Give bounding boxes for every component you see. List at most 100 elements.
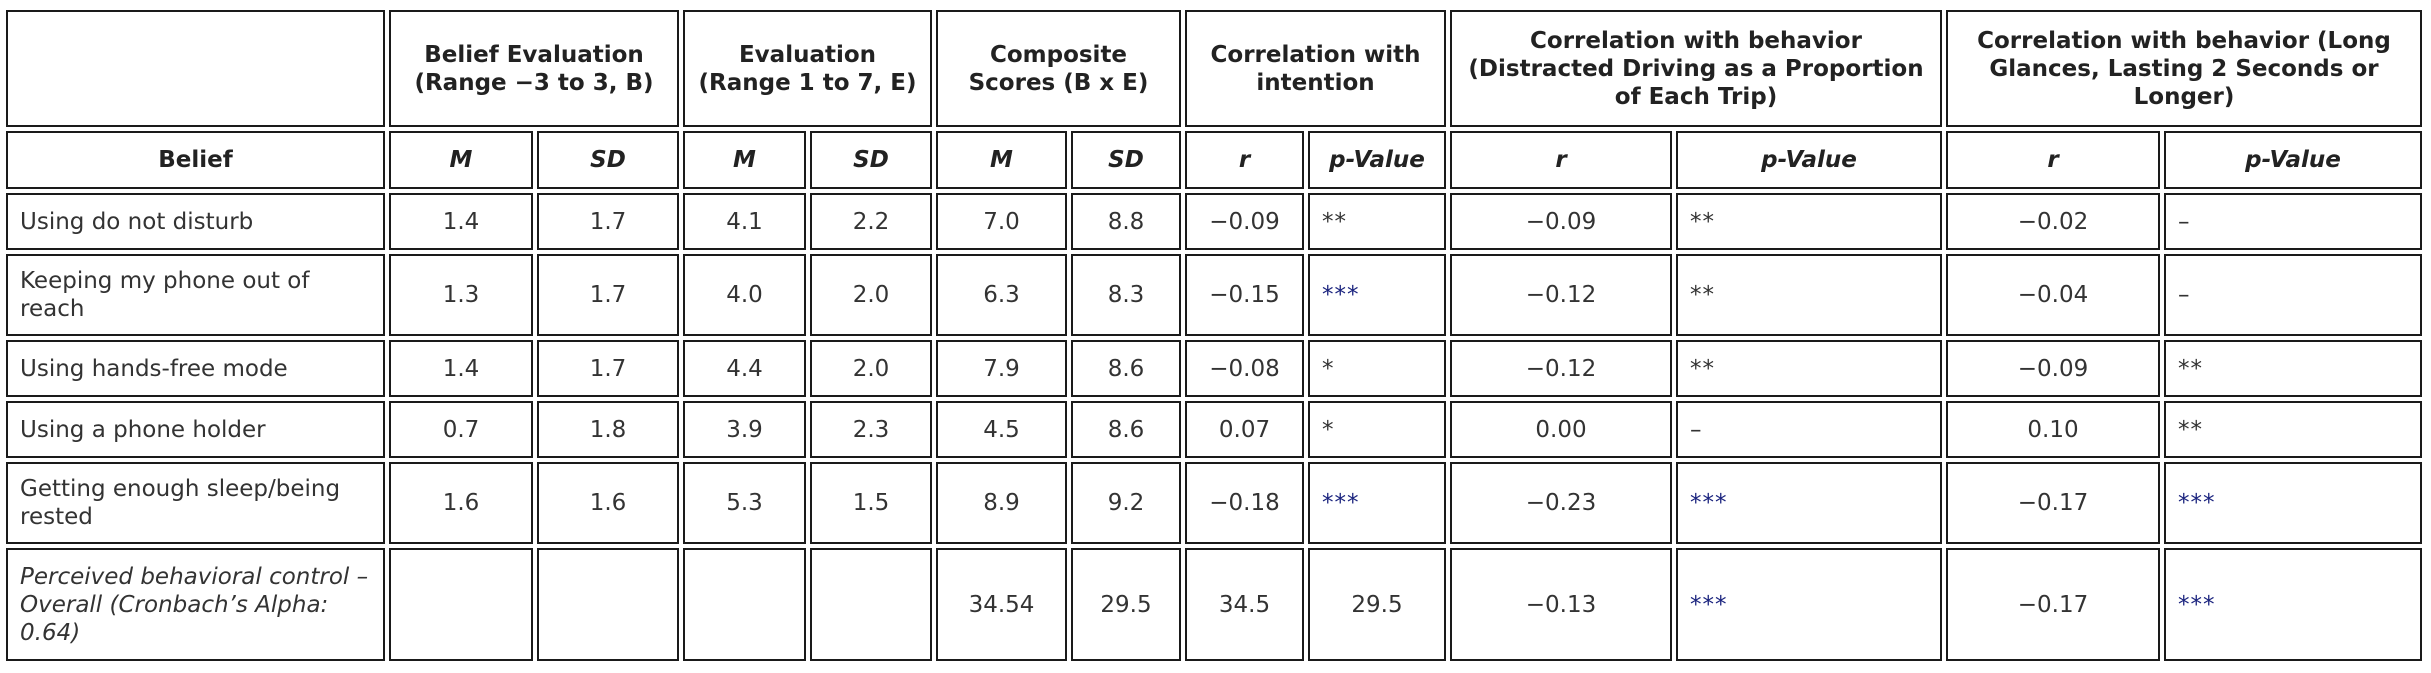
value-cell: 1.4 [389,193,533,250]
significance-marker: – [2178,282,2191,308]
p-value-cell: – [2164,254,2422,336]
empty-corner-cell [6,10,385,127]
value-cell: 7.9 [936,340,1067,397]
p-value-cell: * [1308,340,1446,397]
value-cell: 29.5 [1071,548,1181,661]
p-value-cell: – [1676,401,1942,458]
value-cell [810,548,932,661]
header-correlation-long-glances: Correlation with behavior (Long Glances,… [1946,10,2422,127]
significance-marker: ** [2178,416,2203,443]
p-value-cell: ** [1676,340,1942,397]
value-cell [683,548,806,661]
value-cell: −0.13 [1450,548,1672,661]
value-cell: 1.4 [389,340,533,397]
table-row: Perceived behavioral control – Overall (… [6,548,2422,661]
significance-marker: – [1690,416,1703,443]
value-cell: 7.0 [936,193,1067,250]
value-cell: −0.08 [1185,340,1304,397]
value-cell: 6.3 [936,254,1067,336]
significance-marker: *** [2178,591,2216,618]
p-value-cell: *** [2164,548,2422,661]
p-value-cell: ** [2164,401,2422,458]
value-cell: 0.7 [389,401,533,458]
significance-marker: ** [1690,355,1715,382]
value-cell: 0.00 [1450,401,1672,458]
significance-marker: ** [2178,355,2203,382]
significance-marker: *** [1322,282,1360,308]
p-value-cell: ** [1676,254,1942,336]
value-cell: 1.7 [537,340,679,397]
value-cell: −0.12 [1450,340,1672,397]
value-cell: 34.54 [936,548,1067,661]
significance-marker: *** [1322,490,1360,516]
value-cell: 3.9 [683,401,806,458]
significance-marker: * [1322,416,1335,443]
value-cell: 0.10 [1946,401,2160,458]
value-cell: 8.8 [1071,193,1181,250]
table-row: Getting enough sleep/being rested 1.6 1.6 5… [6,462,2422,544]
value-cell: 2.0 [810,340,932,397]
header-belief-sd: SD [537,131,679,189]
value-cell: 1.7 [537,193,679,250]
value-cell: −0.15 [1185,254,1304,336]
header-correlation-intention: Correlation with intention [1185,10,1446,127]
value-cell: 9.2 [1071,462,1181,544]
header-belief-m: M [389,131,533,189]
belief-cell: Keeping my phone out of reach [6,254,385,336]
table-body: Using do not disturb 1.4 1.7 4.1 2.2 7.0 8.8 −0… [6,193,2422,661]
value-cell: 1.3 [389,254,533,336]
p-value-cell: 29.5 [1308,548,1446,661]
p-value-cell: – [2164,193,2422,250]
value-cell: 1.5 [810,462,932,544]
value-cell: −0.09 [1946,340,2160,397]
significance-marker: ** [1322,208,1347,235]
belief-cell: Using do not disturb [6,193,385,250]
p-value-cell: *** [2164,462,2422,544]
value-cell: 8.3 [1071,254,1181,336]
value-cell: 4.0 [683,254,806,336]
p-value-cell: *** [1676,462,1942,544]
value-cell: −0.18 [1185,462,1304,544]
value-cell: 4.1 [683,193,806,250]
value-cell: 8.6 [1071,401,1181,458]
value-cell: 2.3 [810,401,932,458]
p-value-cell: *** [1676,548,1942,661]
value-cell: 1.7 [537,254,679,336]
header-correlation-behavior: Correlation with behavior (Distracted Dr… [1450,10,1942,127]
value-cell: −0.04 [1946,254,2160,336]
header-composite-scores: Composite Scores (B x E) [936,10,1181,127]
value-cell: 4.5 [936,401,1067,458]
value-cell: −0.02 [1946,193,2160,250]
value-cell: 4.4 [683,340,806,397]
header-long-p: p-Value [2164,131,2422,189]
value-cell: 1.6 [537,462,679,544]
header-belief-evaluation: Belief Evaluation (Range −3 to 3, B) [389,10,679,127]
significance-marker: *** [1690,490,1728,516]
header-belief: Belief [6,131,385,189]
significance-marker: *** [1690,591,1728,618]
significance-marker: *** [2178,490,2216,516]
group-header-row: Belief Evaluation (Range −3 to 3, B) Eva… [6,10,2422,127]
significance-marker: ** [1690,282,1715,308]
p-value-cell: * [1308,401,1446,458]
value-cell [537,548,679,661]
value-cell: −0.12 [1450,254,1672,336]
header-composite-m: M [936,131,1067,189]
p-value-cell: *** [1308,254,1446,336]
table-row: Using do not disturb 1.4 1.7 4.1 2.2 7.0 8.8 −0… [6,193,2422,250]
significance-marker: ** [1690,208,1715,235]
sub-header-row: Belief M SD M SD M SD r p-Value r p-Valu… [6,131,2422,189]
value-cell [389,548,533,661]
header-eval-sd: SD [810,131,932,189]
header-intention-r: r [1185,131,1304,189]
value-cell: 8.9 [936,462,1067,544]
p-value-cell: ** [2164,340,2422,397]
value-cell: −0.17 [1946,462,2160,544]
value-cell: 34.5 [1185,548,1304,661]
header-behavior-r: r [1450,131,1672,189]
belief-cell: Using hands-free mode [6,340,385,397]
header-behavior-p: p-Value [1676,131,1942,189]
p-value-cell: *** [1308,462,1446,544]
significance-marker: * [1322,355,1335,382]
header-eval-m: M [683,131,806,189]
